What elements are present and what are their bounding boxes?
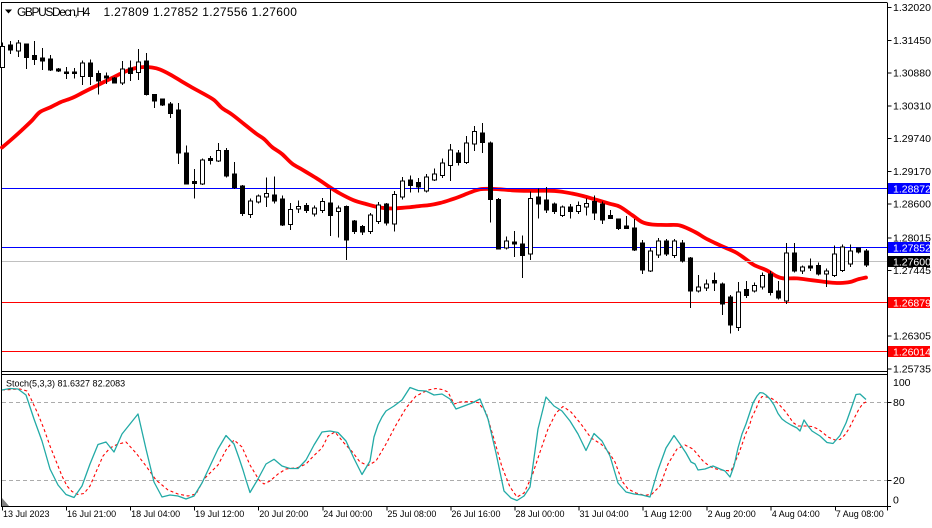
svg-text:1.26879: 1.26879	[893, 297, 931, 309]
svg-text:13 Jul 2023: 13 Jul 2023	[3, 509, 50, 519]
svg-text:1.30310: 1.30310	[893, 100, 931, 112]
svg-text:GBPUSDecn,H4: GBPUSDecn,H4	[17, 5, 91, 19]
svg-text:28 Jul 00:00: 28 Jul 00:00	[515, 509, 564, 519]
svg-text:0: 0	[893, 495, 899, 507]
svg-text:1.28600: 1.28600	[893, 199, 931, 211]
svg-text:1.31450: 1.31450	[893, 35, 931, 47]
svg-text:1.28872: 1.28872	[893, 183, 931, 195]
svg-text:1.30880: 1.30880	[893, 68, 931, 80]
svg-text:31 Jul 04:00: 31 Jul 04:00	[580, 509, 629, 519]
svg-text:1.27809 1.27852 1.27556 1.2760: 1.27809 1.27852 1.27556 1.27600	[104, 5, 298, 19]
svg-text:1.28015: 1.28015	[893, 232, 931, 244]
svg-text:20: 20	[893, 475, 905, 487]
svg-text:1.27852: 1.27852	[893, 242, 931, 254]
svg-text:18 Jul 04:00: 18 Jul 04:00	[131, 509, 180, 519]
svg-text:2 Aug 20:00: 2 Aug 20:00	[708, 509, 756, 519]
svg-text:1.26014: 1.26014	[893, 346, 931, 358]
svg-text:100: 100	[893, 377, 911, 389]
svg-text:1.29740: 1.29740	[893, 133, 931, 145]
svg-text:1.32020: 1.32020	[893, 2, 931, 14]
svg-text:24 Jul 00:00: 24 Jul 00:00	[323, 509, 372, 519]
svg-text:80: 80	[893, 397, 905, 409]
svg-text:25 Jul 08:00: 25 Jul 08:00	[387, 509, 436, 519]
svg-text:1 Aug 12:00: 1 Aug 12:00	[644, 509, 692, 519]
svg-text:16 Jul 21:00: 16 Jul 21:00	[67, 509, 116, 519]
svg-text:Stoch(5,3,3) 81.6327 82.2083: Stoch(5,3,3) 81.6327 82.2083	[6, 379, 125, 389]
svg-text:20 Jul 20:00: 20 Jul 20:00	[259, 509, 308, 519]
svg-text:4 Aug 04:00: 4 Aug 04:00	[772, 509, 820, 519]
svg-text:1.26305: 1.26305	[893, 331, 931, 343]
svg-text:1.27600: 1.27600	[893, 256, 931, 268]
svg-text:1.29170: 1.29170	[893, 166, 931, 178]
svg-text:1.27445: 1.27445	[893, 265, 931, 277]
svg-text:19 Jul 12:00: 19 Jul 12:00	[195, 509, 244, 519]
svg-text:26 Jul 16:00: 26 Jul 16:00	[451, 509, 500, 519]
svg-text:7 Aug 08:00: 7 Aug 08:00	[836, 509, 884, 519]
svg-text:1.25735: 1.25735	[893, 363, 931, 375]
